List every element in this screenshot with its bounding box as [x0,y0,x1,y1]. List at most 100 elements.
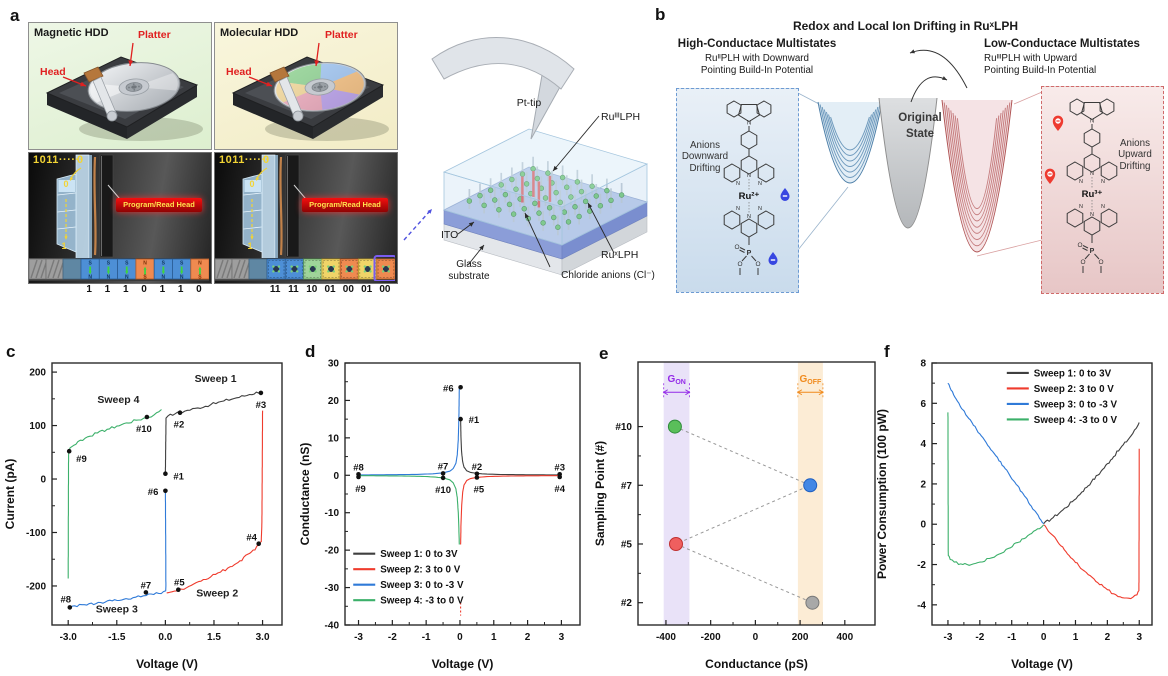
svg-text:1: 1 [491,632,497,643]
pt-tip-label: Pt-tip [516,97,542,109]
coil-wire [93,156,97,256]
ru3-structure-box: N N N N Ru³⁺ N N N P O O O [1041,86,1164,294]
anion-droplet-icon [768,252,778,265]
molecule-icon [328,266,335,272]
magnetic-head-label: Head [40,66,66,78]
svg-text:Voltage (V): Voltage (V) [1011,657,1073,671]
svg-text:Voltage (V): Voltage (V) [136,657,198,671]
svg-text:#5: #5 [621,539,633,550]
svg-text:O: O [1080,259,1085,266]
svg-text:-40: -40 [325,621,340,632]
device-schematic [431,37,649,276]
data-point [805,595,820,610]
chloride-anion [574,179,581,185]
molecular-bitstream-zero: 0 [263,154,270,166]
svg-text:#3: #3 [554,462,565,473]
svg-text:#6: #6 [443,383,454,394]
high-conductance-well [819,104,881,178]
svg-text:Current (pA): Current (pA) [3,459,17,530]
low-conductance-well [948,107,1006,234]
svg-text:#4: #4 [246,533,257,544]
svg-text:2: 2 [525,632,531,643]
marker-point [557,474,562,480]
svg-text:-1.5: -1.5 [108,632,126,643]
marker-point [144,414,150,420]
potential-wells-diagram [797,49,1043,257]
svg-text:8: 8 [920,359,926,370]
svg-text:Ru²⁺: Ru²⁺ [739,191,760,202]
chloride-anion [578,188,585,195]
chloride-anion [492,197,498,203]
svg-text:#7: #7 [621,481,633,492]
high-conductance-line2: Pointing Build-In Potential [700,65,814,76]
svg-text:#10: #10 [435,485,451,496]
svg-text:-2: -2 [917,560,926,571]
molecule-icon [382,266,389,272]
chloride-anion [513,186,519,192]
bit-label: 0 [196,284,202,295]
molecule-icon [364,266,371,272]
bit-label: 1 [159,284,166,295]
series-2 [947,382,1044,525]
high-conductance-line1: RuᴵᴵPLH with Downward [704,53,809,64]
svg-text:S: S [143,275,147,281]
anion-droplet-icon [780,188,790,201]
svg-text:#4: #4 [554,484,565,495]
svg-text:N: N [88,275,92,281]
molecular-track-illustration [215,154,395,281]
svg-text:N: N [1090,119,1094,125]
molecular-hdd-title: Molecular HDD [220,27,299,39]
marker-point [356,474,361,480]
magnetic-platter-label: Platter [138,29,171,41]
svg-text:Sweep 2: 3 to 0 V: Sweep 2: 3 to 0 V [1034,384,1115,395]
svg-text:N: N [1090,212,1094,218]
chloride-anion [523,181,530,187]
molecular-cell-zero: 0 [249,179,255,189]
svg-text:-1: -1 [1007,632,1016,643]
svg-text:N: N [1090,171,1094,177]
ru3lph-label: RuᴵᴵᴵLPH [601,111,641,123]
chloride-anion [546,205,553,211]
svg-text:Sampling Point (#): Sampling Point (#) [593,441,607,546]
highlight-ring [373,255,395,281]
data-point [803,478,818,493]
svg-text:Sweep 4: Sweep 4 [97,394,139,406]
series-3 [947,412,1045,566]
high-conductance-well [825,111,875,162]
marker-point [458,416,463,422]
marker-point [163,471,168,476]
low-conductance-well [950,110,1004,228]
magnetic-cell-zero: 0 [63,179,69,189]
marker-point [440,471,446,476]
svg-text:4: 4 [920,439,926,450]
svg-text:#10: #10 [615,422,632,433]
svg-text:#2: #2 [472,462,483,473]
low-conductance-well [943,102,1011,246]
high-conductance-well [817,101,883,184]
panel-f-label: f [884,342,890,361]
svg-text:3: 3 [559,632,565,643]
chloride-anion [502,191,509,198]
chloride-anion [597,203,604,209]
chloride-anion [534,175,540,182]
chloride-anion [553,189,559,196]
molecular-hdd-illustration [231,42,389,141]
svg-text:#5: #5 [474,485,485,496]
low-conductance-line2: Pointing Build-In Potential [984,65,1097,76]
svg-text:S: S [198,275,202,281]
chloride-anion [559,174,566,181]
ito-label: ITO [441,229,459,241]
bit-label: 11 [288,284,299,295]
chloride-anion [608,197,614,204]
chloride-anion [532,200,538,207]
marker-point [67,605,73,610]
svg-text:-100: -100 [26,528,46,539]
zoom-arrow-icon [403,209,432,241]
svg-text:O: O [737,261,742,268]
chloride-anion [481,202,487,209]
series-1 [1043,448,1140,600]
connector-line [674,426,813,604]
svg-text:400: 400 [836,632,853,643]
coil-wire [279,156,283,256]
original-state-line1: Original [898,112,942,124]
